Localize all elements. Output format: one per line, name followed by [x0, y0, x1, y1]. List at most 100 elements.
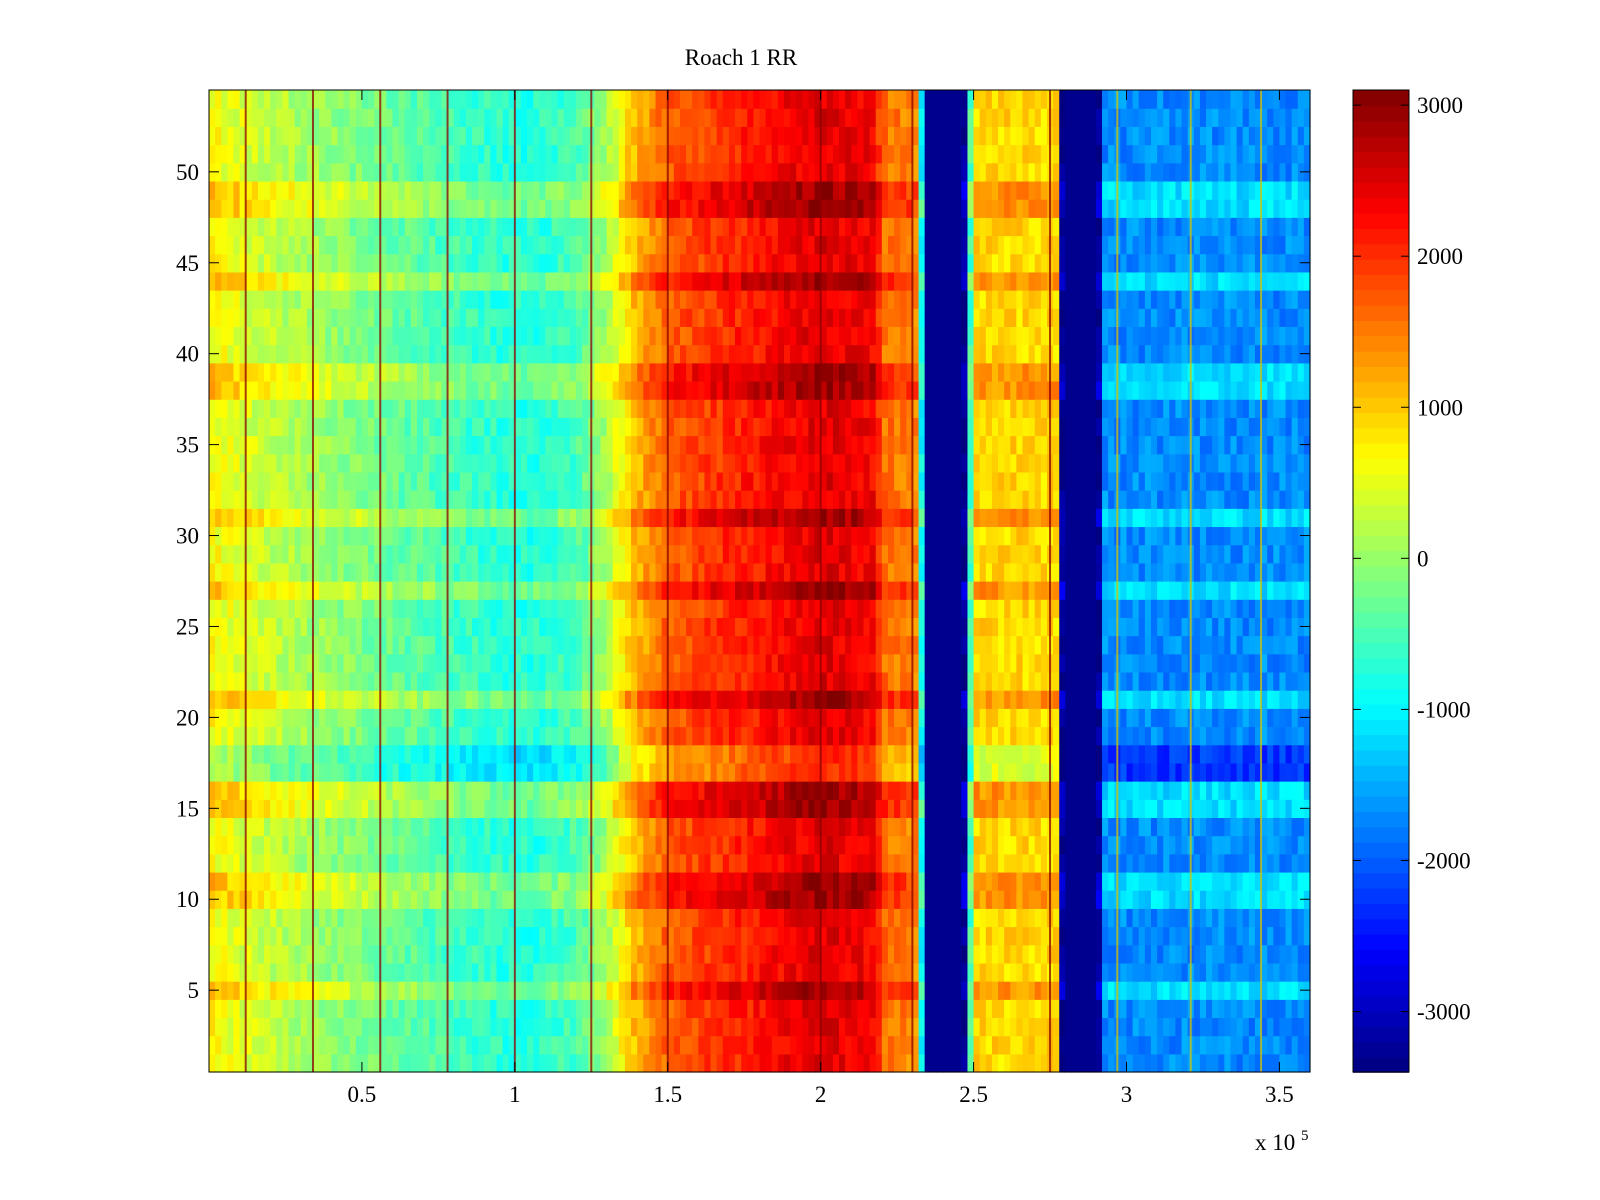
- heatmap-cell: [257, 708, 265, 728]
- heatmap-cell: [765, 1035, 773, 1055]
- heatmap-cell: [704, 671, 712, 691]
- heatmap-cell: [1065, 1017, 1073, 1037]
- heatmap-cell: [484, 999, 491, 1019]
- heatmap-cell: [845, 690, 852, 709]
- heatmap-cell: [1053, 1017, 1060, 1037]
- heatmap-cell: [624, 926, 632, 946]
- heatmap-cell: [955, 762, 962, 782]
- heatmap-cell: [331, 1035, 339, 1055]
- heatmap-cell: [637, 653, 644, 673]
- heatmap-cell: [728, 781, 736, 800]
- heatmap-cell: [612, 671, 620, 691]
- heatmap-cell: [1248, 762, 1256, 782]
- heatmap-cell: [416, 944, 424, 964]
- heatmap-cell: [539, 853, 547, 873]
- heatmap-cell: [410, 981, 418, 1000]
- heatmap-cell: [459, 744, 467, 764]
- heatmap-cell: [319, 871, 326, 891]
- heatmap-cell: [618, 926, 626, 946]
- heatmap-cell: [392, 817, 400, 837]
- heatmap-cell: [998, 817, 1005, 837]
- heatmap-cell: [410, 617, 418, 637]
- heatmap-cell: [716, 981, 724, 1000]
- heatmap-cell: [429, 926, 436, 946]
- heatmap-cell: [887, 853, 895, 873]
- heatmap-cell: [894, 853, 901, 873]
- heatmap-cell: [257, 762, 265, 782]
- heatmap-cell: [527, 708, 534, 728]
- heatmap-cell: [453, 890, 461, 909]
- heatmap-cell: [1059, 653, 1066, 673]
- heatmap-cell: [221, 762, 228, 782]
- heatmap-cell: [319, 690, 326, 709]
- heatmap-cell: [1138, 744, 1146, 764]
- heatmap-cell: [1016, 762, 1024, 782]
- heatmap-cell: [1212, 871, 1219, 891]
- heatmap-cell: [1126, 762, 1134, 782]
- heatmap-cell: [679, 762, 687, 782]
- heatmap-cell: [1102, 617, 1109, 637]
- heatmap-cell: [478, 799, 485, 819]
- heatmap-cell: [771, 853, 779, 873]
- heatmap-cell: [557, 962, 565, 982]
- heatmap-cell: [386, 762, 394, 782]
- heatmap-cell: [551, 671, 559, 691]
- heatmap-cell: [306, 926, 314, 946]
- heatmap-cell: [1254, 1053, 1262, 1073]
- heatmap-cell: [1016, 999, 1024, 1019]
- heatmap-cell: [1303, 853, 1311, 873]
- heatmap-cell: [735, 817, 742, 837]
- heatmap-cell: [582, 835, 589, 855]
- heatmap-cell: [1028, 962, 1036, 982]
- heatmap-cell: [343, 926, 351, 946]
- heatmap-cell: [1181, 908, 1189, 928]
- heatmap-cell: [949, 744, 956, 764]
- heatmap-cell: [368, 762, 375, 782]
- heatmap-cell: [667, 817, 675, 837]
- heatmap-cell: [1059, 944, 1066, 964]
- heatmap-cell: [686, 835, 693, 855]
- heatmap-cell: [1108, 762, 1115, 782]
- heatmap-cell: [845, 890, 852, 909]
- heatmap-cell: [1193, 1035, 1201, 1055]
- heatmap-cell: [257, 926, 265, 946]
- heatmap-cell: [551, 962, 559, 982]
- heatmap-cell: [245, 762, 253, 782]
- heatmap-cell: [1120, 1053, 1128, 1073]
- heatmap-cell: [1053, 1035, 1060, 1055]
- heatmap-cell: [1126, 617, 1134, 637]
- heatmap-cell: [943, 653, 950, 673]
- heatmap-cell: [673, 853, 681, 873]
- heatmap-cell: [533, 908, 540, 928]
- heatmap-cell: [557, 835, 565, 855]
- heatmap-cell: [606, 853, 614, 873]
- heatmap-cell: [563, 853, 571, 873]
- heatmap-cell: [655, 581, 663, 600]
- heatmap-cell: [300, 1017, 308, 1037]
- heatmap-cell: [790, 708, 797, 728]
- heatmap-cell: [386, 653, 394, 673]
- heatmap-cell: [637, 835, 644, 855]
- heatmap-cell: [1089, 1017, 1097, 1037]
- heatmap-cell: [1218, 981, 1225, 1000]
- heatmap-cell: [300, 999, 308, 1019]
- heatmap-cell: [606, 799, 614, 819]
- heatmap-cell: [264, 999, 271, 1019]
- heatmap-cell: [594, 581, 602, 600]
- heatmap-cell: [624, 744, 632, 764]
- heatmap-cell: [1218, 908, 1225, 928]
- heatmap-cell: [912, 1035, 920, 1055]
- heatmap-cell: [649, 853, 657, 873]
- heatmap-cell: [557, 781, 565, 800]
- heatmap-cell: [520, 871, 528, 891]
- heatmap-cell: [777, 962, 785, 982]
- heatmap-cell: [924, 981, 932, 1000]
- heatmap-cell: [1285, 671, 1293, 691]
- heatmap-cell: [233, 1053, 241, 1073]
- heatmap-cell: [465, 1053, 473, 1073]
- heatmap-cell: [924, 871, 932, 891]
- heatmap-cell: [655, 671, 663, 691]
- heatmap-cell: [722, 744, 730, 764]
- heatmap-cell: [783, 799, 791, 819]
- heatmap-cell: [312, 981, 320, 1000]
